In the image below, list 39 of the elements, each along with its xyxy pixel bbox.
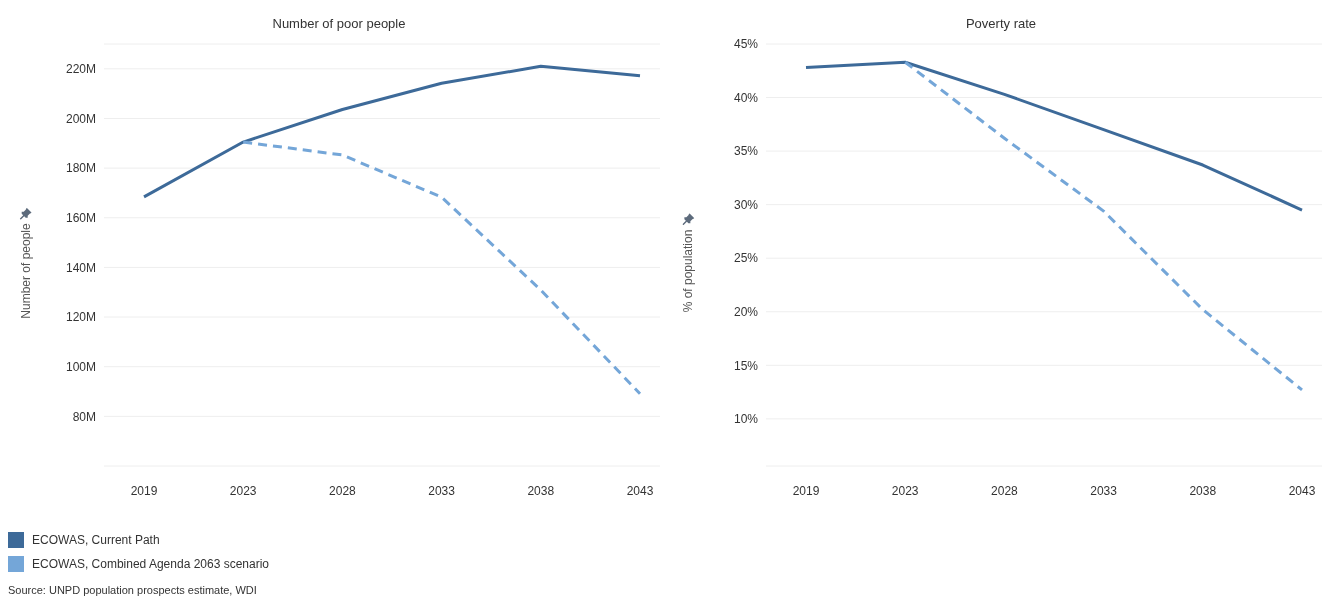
x-tick-label: 2043: [1288, 483, 1316, 498]
legend-label: ECOWAS, Combined Agenda 2063 scenario: [32, 557, 270, 571]
x-tick-label: 2023: [891, 483, 919, 498]
x-tick-label: 2038: [527, 483, 555, 498]
x-tick-label: 2043: [626, 483, 654, 498]
x-tick-label: 2038: [1189, 483, 1217, 498]
y-tick-label: 35%: [733, 144, 759, 159]
x-tick-label: 2019: [792, 483, 820, 498]
y-axis-title: % of population: [681, 229, 696, 313]
line-series: [903, 60, 1304, 392]
y-tick-label: 200M: [65, 111, 96, 126]
x-tick-label: 2023: [229, 483, 257, 498]
source-note: Source: UNPD population prospects estimate, WDI: [8, 584, 257, 596]
y-axis-title: Number of people: [19, 223, 34, 319]
y-tick-label: 100M: [65, 359, 96, 374]
chart-title: Number of poor people: [271, 15, 407, 33]
y-tick-label: 180M: [65, 161, 96, 176]
y-tick-label: 140M: [65, 260, 96, 275]
x-tick-label: 2019: [130, 483, 158, 498]
y-tick-label: 120M: [65, 310, 96, 325]
y-tick-label: 30%: [733, 197, 759, 212]
x-tick-label: 2033: [428, 483, 456, 498]
line-series: [804, 60, 1304, 212]
y-tick-label: 160M: [65, 211, 96, 226]
line-series: [142, 64, 642, 199]
y-tick-label: 40%: [733, 90, 759, 105]
y-tick-label: 80M: [72, 409, 96, 424]
line-series: [241, 140, 642, 396]
y-tick-label: 15%: [733, 358, 759, 373]
legend-label: ECOWAS, Current Path: [32, 533, 160, 547]
y-tick-label: 20%: [733, 305, 759, 320]
y-tick-label: 25%: [733, 251, 759, 266]
x-tick-label: 2028: [991, 483, 1019, 498]
x-tick-label: 2028: [329, 483, 357, 498]
y-tick-label: 10%: [733, 412, 759, 427]
chart-title: Poverty rate: [964, 15, 1038, 33]
y-tick-label: 45%: [733, 37, 759, 52]
y-tick-label: 220M: [65, 62, 96, 77]
x-tick-label: 2033: [1090, 483, 1118, 498]
